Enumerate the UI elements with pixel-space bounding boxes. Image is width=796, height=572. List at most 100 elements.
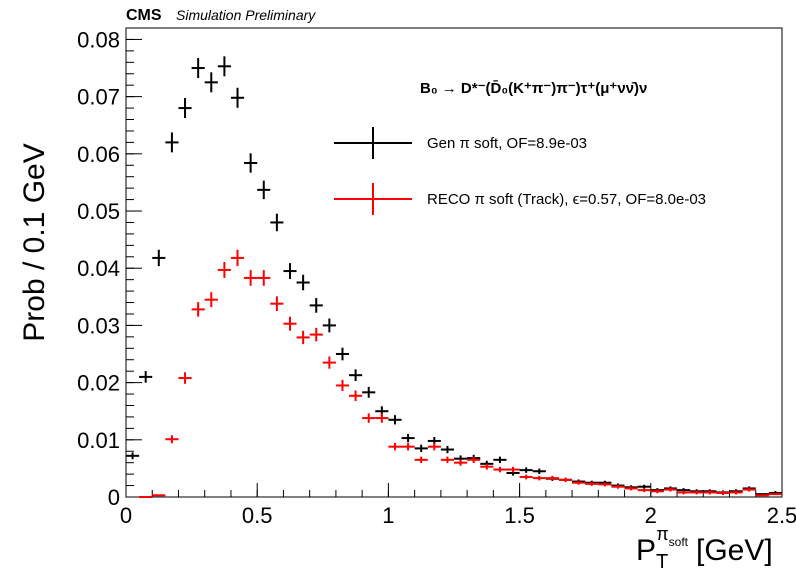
data-point [532,475,546,481]
series-2-points [139,249,782,498]
data-point [139,371,153,383]
data-point [270,296,284,312]
x-tick-label: 0 [120,503,132,528]
data-point [309,298,323,313]
data-point [178,98,192,119]
data-point [677,490,691,495]
data-point [532,468,546,474]
y-tick-label: 0.08 [77,27,120,52]
x-axis-title: PTπsoft [GeV] [636,524,773,572]
data-point [454,459,468,466]
data-point [362,386,376,398]
x-tick-label: 2.5 [767,503,796,528]
y-tick-label: 0.07 [77,85,120,110]
data-point [165,132,179,153]
data-point [558,477,573,483]
data-point [650,489,664,494]
data-point [440,445,454,454]
data-point [427,442,441,451]
x-tick-label: 2 [645,503,657,528]
data-point [624,486,638,491]
simulation-status-label: Simulation Preliminary [176,7,316,23]
data-point [126,452,140,460]
data-point [375,413,389,423]
data-point [493,456,507,464]
data-point [191,302,205,317]
data-point [519,474,533,480]
data-point [690,490,704,495]
data-point [506,466,520,473]
cms-label: CMS [126,7,162,24]
y-axis-title: Prob / 0.1 GeV [18,143,51,341]
legend-entry-label: RECO π soft (Track), ϵ=0.57, OF=8.0e-03 [427,191,706,208]
data-point [637,484,651,489]
legend: B₀ → D*⁻(D̄₀(K⁺π⁻)π⁻)τ⁺(μ⁺νν̄)ν Gen π sof… [334,79,706,215]
data-point [467,456,481,464]
y-tick-label: 0 [108,485,120,510]
data-point [611,484,625,489]
data-point [178,372,192,384]
data-point [204,72,218,93]
data-point [729,490,743,495]
plot-frame [125,27,783,498]
legend-process-label: B₀ → D*⁻(D̄₀(K⁺π⁻)π⁻)τ⁺(μ⁺νν̄)ν [420,79,647,97]
data-point [545,475,559,481]
data-point [349,390,363,402]
data-point [244,270,258,286]
data-point [244,153,258,173]
data-marks [126,56,782,498]
data-point [283,263,297,280]
data-point [440,456,454,464]
data-point [663,487,678,492]
data-point [585,481,599,486]
axes: 0 0.5 1 1.5 2 2.5 0 0.01 0.02 0.03 0.04 0.05 0.06 0.0… [77,27,796,528]
data-point [572,480,586,485]
data-point [388,442,402,451]
y-tick-label: 0.06 [77,142,120,167]
legend-entry-2: RECO π soft (Track), ϵ=0.57, OF=8.0e-03 [334,183,706,215]
x-tick-label: 1.5 [504,503,535,528]
data-point [204,292,218,308]
data-point [493,466,507,473]
data-point [296,274,310,291]
data-point [716,490,730,495]
data-point [217,56,231,77]
data-point [309,327,323,342]
data-point [230,87,245,108]
y-tick-label: 0.03 [77,313,120,338]
legend-entry-1: Gen π soft, OF=8.9e-03 [334,127,587,159]
data-point [152,249,166,267]
data-point [257,270,271,286]
data-point [296,330,310,345]
data-point [322,318,336,333]
data-point [703,490,717,495]
data-point [414,456,428,464]
data-point [401,434,415,443]
data-point [742,487,756,492]
data-point [335,379,350,392]
data-point [598,482,612,487]
data-point [217,261,231,278]
data-point [414,444,428,453]
y-tick-label: 0.02 [77,371,120,396]
data-point [637,488,651,493]
data-point [401,442,415,451]
x-tick-label: 0.5 [242,503,273,528]
legend-entry-label: Gen π soft, OF=8.9e-03 [427,135,587,152]
data-point [257,180,271,200]
y-tick-label: 0.04 [77,256,120,281]
data-point [165,435,179,444]
data-point [322,356,336,369]
data-point [480,463,494,470]
y-tick-label: 0.01 [77,428,120,453]
data-point [388,415,402,425]
data-point [230,249,245,267]
x-tick-label: 1 [382,503,394,528]
data-point [283,316,297,331]
data-point [335,347,350,361]
data-point [191,58,205,79]
data-point [519,467,533,473]
data-point [349,369,363,382]
data-point [270,213,284,232]
